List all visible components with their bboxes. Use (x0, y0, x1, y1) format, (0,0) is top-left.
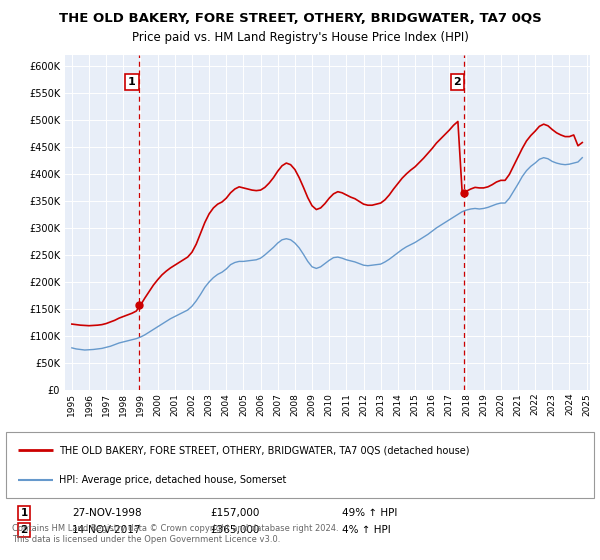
Text: 27-NOV-1998: 27-NOV-1998 (72, 508, 142, 518)
Text: Price paid vs. HM Land Registry's House Price Index (HPI): Price paid vs. HM Land Registry's House … (131, 31, 469, 44)
Text: £157,000: £157,000 (210, 508, 259, 518)
Text: 2: 2 (20, 525, 28, 535)
Text: 14-NOV-2017: 14-NOV-2017 (72, 525, 142, 535)
Text: THE OLD BAKERY, FORE STREET, OTHERY, BRIDGWATER, TA7 0QS: THE OLD BAKERY, FORE STREET, OTHERY, BRI… (59, 12, 541, 25)
Text: Contains HM Land Registry data © Crown copyright and database right 2024.
This d: Contains HM Land Registry data © Crown c… (12, 524, 338, 544)
Text: 1: 1 (20, 508, 28, 518)
Text: 1: 1 (128, 77, 136, 87)
Text: 2: 2 (454, 77, 461, 87)
Text: HPI: Average price, detached house, Somerset: HPI: Average price, detached house, Some… (59, 474, 286, 484)
Text: 49% ↑ HPI: 49% ↑ HPI (342, 508, 397, 518)
Text: 4% ↑ HPI: 4% ↑ HPI (342, 525, 391, 535)
Text: £365,000: £365,000 (210, 525, 259, 535)
Text: THE OLD BAKERY, FORE STREET, OTHERY, BRIDGWATER, TA7 0QS (detached house): THE OLD BAKERY, FORE STREET, OTHERY, BRI… (59, 446, 469, 455)
